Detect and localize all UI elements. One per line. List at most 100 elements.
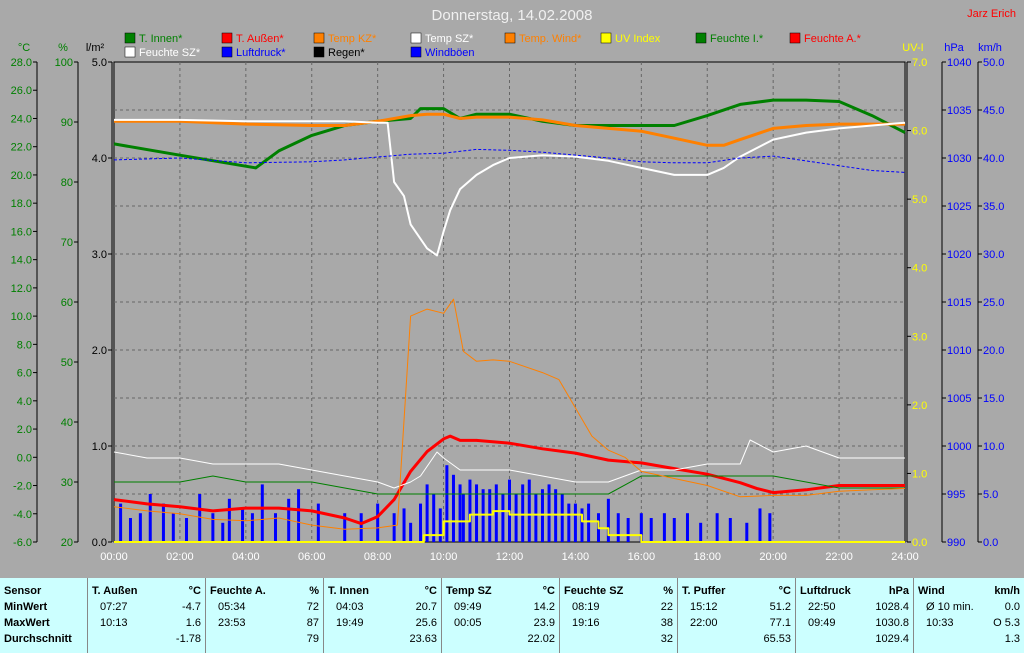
stats-value: 25.6 [415, 617, 437, 629]
stats-column-header: Temp SZ °C [446, 585, 555, 599]
wind-gust-bar [573, 503, 577, 542]
stats-avg-row: 23.63 [328, 633, 437, 647]
stats-avg-row: 22.02 [446, 633, 555, 647]
stats-time: 22:00 [690, 617, 718, 629]
wind-gust-bar [185, 518, 189, 542]
stats-max-row: 19:16 38 [564, 617, 673, 631]
stats-time: 04:03 [336, 601, 364, 613]
left-axis-tick-label: -2.0 [13, 481, 32, 493]
wind-gust-bar [475, 484, 479, 542]
wind-gust-bar [758, 508, 762, 542]
x-tick-label: 06:00 [298, 551, 326, 563]
stats-max-row: 10:13 1.6 [92, 617, 201, 631]
legend-swatch [600, 32, 612, 44]
series-line-t-innen [113, 98, 906, 170]
left-axis-tick-label: 80 [61, 177, 73, 189]
stats-sensor-unit: °C [188, 585, 201, 597]
right-axis-tick-label: 20.0 [983, 345, 1004, 357]
wind-gust-bar [409, 522, 413, 542]
left-axis-tick-label: 30 [61, 477, 73, 489]
stats-column-header: Luftdruck hPa [800, 585, 909, 599]
wind-gust-bar [392, 513, 396, 542]
legend-label: Temp. Wind* [519, 33, 582, 45]
stats-value: 65.53 [763, 633, 791, 645]
stats-label-avg: Durchschnitt [4, 633, 72, 645]
stats-sensor-name: Wind [918, 585, 945, 597]
wind-gust-bar [685, 513, 689, 542]
legend-swatch [221, 32, 233, 44]
left-axis-unit: % [58, 42, 68, 54]
wind-gust-bar [514, 494, 518, 542]
wind-gust-bar [672, 518, 676, 542]
legend-swatch [313, 46, 325, 58]
wind-gust-bar [359, 513, 363, 542]
wind-gust-bar [432, 494, 436, 542]
stats-value: 51.2 [769, 601, 791, 613]
wind-gust-bar [728, 518, 732, 542]
legend-label: T. Innen* [139, 33, 183, 45]
left-axis-tick-label: 1.0 [92, 441, 107, 453]
right-axis-tick-label: 1035 [947, 105, 971, 117]
right-axis-tick-label: 25.0 [983, 297, 1004, 309]
stats-time: 23:53 [218, 617, 246, 629]
wind-gust-bar [260, 484, 264, 542]
wind-gust-bar [606, 498, 610, 542]
x-tick-label: 20:00 [759, 551, 787, 563]
stats-min-row: 08:19 22 [564, 601, 673, 615]
right-axis-tick-label: 35.0 [983, 201, 1004, 213]
legend-swatch [504, 32, 516, 44]
wind-gust-bar [198, 494, 202, 542]
stats-sensor-name: T. Außen [92, 585, 138, 597]
stats-sensor-name: T. Puffer [682, 585, 726, 597]
right-axis-tick-label: 5.0 [983, 489, 998, 501]
stats-value: 1029.4 [875, 633, 909, 645]
x-tick-label: 16:00 [628, 551, 656, 563]
wind-gust-bar [639, 513, 643, 542]
wind-gust-bar [138, 513, 142, 542]
stats-value: -1.78 [175, 633, 201, 645]
stats-label-sensor: Sensor [4, 585, 42, 597]
right-axis-tick-label: 1010 [947, 345, 971, 357]
series-line-luftdruck [113, 148, 906, 173]
stats-column-header: T. Innen °C [328, 585, 437, 599]
stats-time: 09:49 [808, 617, 836, 629]
stats-min-row: 09:49 14.2 [446, 601, 555, 615]
wind-gust-bar [250, 513, 254, 542]
legend-label: Luftdruck* [236, 47, 286, 59]
left-axis-tick-label: -4.0 [13, 509, 32, 521]
right-axis-tick-label: 995 [947, 489, 965, 501]
x-tick-label: 02:00 [166, 551, 194, 563]
wind-gust-bar [501, 494, 505, 542]
wind-gust-bar [343, 513, 347, 542]
left-axis-tick-label: 18.0 [11, 198, 32, 210]
left-axis-tick-label: 20 [61, 537, 73, 549]
stats-sensor-name: Luftdruck [800, 585, 851, 597]
left-axis-tick-label: 28.0 [11, 57, 32, 69]
stats-min-row: 07:27 -4.7 [92, 601, 201, 615]
legend-swatch [410, 32, 422, 44]
right-axis-tick-label: 990 [947, 537, 965, 549]
x-tick-label: 08:00 [364, 551, 392, 563]
series-line-temp-kz [114, 112, 905, 147]
left-axis-tick-label: 40 [61, 417, 73, 429]
stats-column: Feuchte SZ% 08:19 22 19:16 38 32 [560, 578, 678, 653]
stats-value: 1.3 [1004, 633, 1020, 645]
wind-gust-bar [445, 465, 449, 542]
right-axis-tick-label: 50.0 [983, 57, 1004, 69]
stats-max-row: 00:05 23.9 [446, 617, 555, 631]
stats-value: 20.7 [415, 601, 437, 613]
wind-gust-bar [527, 479, 531, 542]
wind-gust-bar [587, 503, 591, 542]
right-axis-unit: km/h [978, 42, 1002, 54]
left-axis-unit: °C [18, 42, 30, 54]
wind-gust-bar [128, 518, 132, 542]
stats-max-row: 10:33 O 5.3 [918, 617, 1020, 631]
stats-min-row: Ø 10 min. 0.0 [918, 601, 1020, 615]
wind-gust-bar [521, 484, 525, 542]
stats-value: 14.2 [533, 601, 555, 613]
legend-label: T. Außen* [236, 33, 284, 45]
right-axis-unit: UV-I [902, 42, 923, 54]
legend: T. Innen* T. Außen* Temp KZ* Temp SZ* Temp. … [124, 32, 862, 59]
stats-column: T. Außen °C 07:27 -4.7 10:13 1.6 -1.78 [88, 578, 206, 653]
legend-label: Feuchte I.* [710, 33, 764, 45]
